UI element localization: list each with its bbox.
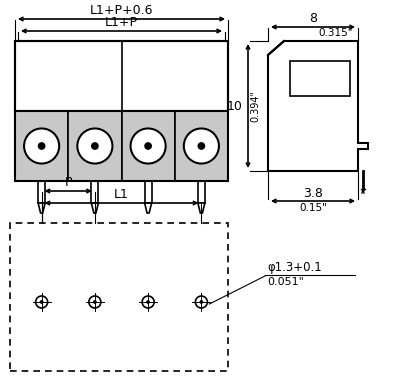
- Circle shape: [92, 143, 98, 149]
- Bar: [91, 181, 98, 203]
- Bar: [68, 111, 122, 181]
- Text: 8: 8: [309, 12, 317, 25]
- Text: L1: L1: [114, 188, 129, 201]
- Text: 3.8: 3.8: [303, 187, 323, 200]
- Text: P: P: [64, 176, 72, 189]
- Bar: [290, 61, 350, 96]
- Circle shape: [184, 129, 219, 164]
- Bar: [145, 181, 152, 203]
- Circle shape: [38, 143, 45, 149]
- Text: L1+P: L1+P: [105, 16, 138, 29]
- Text: φ1.3+0.1: φ1.3+0.1: [267, 261, 322, 274]
- Circle shape: [130, 129, 166, 164]
- Polygon shape: [145, 203, 152, 213]
- Text: 0.15": 0.15": [299, 203, 327, 213]
- Circle shape: [77, 129, 112, 164]
- Circle shape: [198, 143, 204, 149]
- Text: 10: 10: [227, 100, 243, 112]
- Bar: [10, 223, 228, 371]
- Bar: [15, 41, 228, 181]
- Text: 0.315": 0.315": [318, 28, 352, 38]
- Bar: [15, 41, 228, 111]
- Bar: [122, 111, 175, 181]
- Polygon shape: [268, 41, 368, 171]
- Polygon shape: [38, 203, 45, 213]
- Bar: [175, 111, 228, 181]
- Circle shape: [145, 143, 151, 149]
- Circle shape: [94, 301, 96, 303]
- Polygon shape: [91, 203, 98, 213]
- Polygon shape: [198, 203, 205, 213]
- Bar: [198, 181, 205, 203]
- Circle shape: [200, 301, 202, 303]
- Circle shape: [24, 129, 59, 164]
- Bar: [38, 181, 45, 203]
- Text: 0.051": 0.051": [267, 277, 304, 287]
- Circle shape: [40, 301, 43, 303]
- Bar: [15, 111, 68, 181]
- Text: 0.394": 0.394": [250, 90, 260, 122]
- Text: L1+P+0.6: L1+P+0.6: [90, 4, 153, 17]
- Circle shape: [147, 301, 149, 303]
